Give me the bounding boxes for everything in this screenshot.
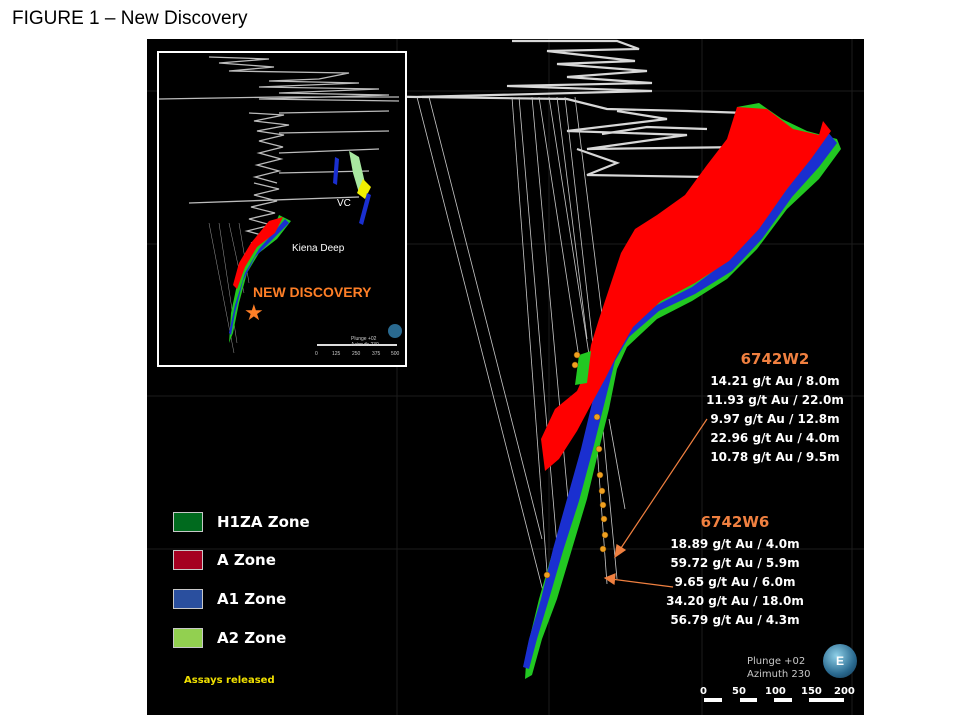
a-zone-green-patch bbox=[575, 351, 591, 385]
hole-name: 6742W2 bbox=[740, 350, 810, 368]
vc-zone-bodies bbox=[349, 151, 365, 193]
assay-line: 34.20 g/t Au / 18.0m bbox=[666, 594, 804, 608]
legend-label: A1 Zone bbox=[217, 590, 287, 608]
new-discovery-star-icon: ★ bbox=[244, 300, 264, 325]
assay-line: 11.93 g/t Au / 22.0m bbox=[706, 393, 844, 407]
assay-line: 14.21 g/t Au / 8.0m bbox=[710, 374, 840, 388]
a-zone-body bbox=[541, 107, 831, 471]
assay-line: 59.72 g/t Au / 5.9m bbox=[670, 556, 800, 570]
legend-swatch bbox=[173, 589, 203, 609]
legend-label: H1ZA Zone bbox=[217, 513, 310, 531]
inset-orientation-azimuth: Azimuth 230 bbox=[351, 342, 379, 348]
inset-scale-tick: 375 bbox=[372, 351, 381, 357]
hole-6742w2-callout: 6742W2 14.21 g/t Au / 8.0m 11.93 g/t Au … bbox=[695, 350, 855, 467]
inset-label-kiena-deep: Kiena Deep bbox=[292, 243, 345, 254]
assay-line: 18.89 g/t Au / 4.0m bbox=[670, 537, 800, 551]
scale-bar bbox=[704, 698, 844, 702]
hole-6742w6-callout: 6742W6 18.89 g/t Au / 4.0m 59.72 g/t Au … bbox=[655, 513, 815, 630]
assay-line: 9.97 g/t Au / 12.8m bbox=[710, 412, 840, 426]
inset-orientation: Plunge +02 Azimuth 230 bbox=[351, 336, 379, 348]
inset-label-vc: VC bbox=[337, 198, 351, 209]
inset-zone-bodies bbox=[229, 215, 291, 343]
inset-scale-tick: 125 bbox=[332, 351, 341, 357]
assay-line: 56.79 g/t Au / 4.3m bbox=[670, 613, 800, 627]
scale-tick-label: 50 bbox=[732, 686, 746, 697]
callout-arrows bbox=[603, 418, 708, 588]
geology-3d-view: VC Kiena Deep NEW DISCOVERY ★ Plunge +02… bbox=[147, 39, 864, 715]
inset-scale-bar bbox=[317, 344, 397, 346]
view-orientation: Plunge +02 Azimuth 230 bbox=[747, 655, 810, 681]
inset-orientation-plunge: Plunge +02 bbox=[351, 336, 377, 342]
geology-model-drawing bbox=[147, 39, 864, 715]
legend-label: A2 Zone bbox=[217, 629, 287, 647]
location-inset: VC Kiena Deep NEW DISCOVERY ★ Plunge +02… bbox=[157, 51, 407, 367]
inset-mine-workings bbox=[159, 56, 400, 244]
assay-line: 10.78 g/t Au / 9.5m bbox=[710, 450, 840, 464]
compass-icon: E bbox=[823, 644, 857, 678]
scale-tick-label: 150 bbox=[801, 686, 822, 697]
inset-drawing bbox=[159, 56, 402, 354]
new-discovery-label: NEW DISCOVERY bbox=[253, 284, 372, 300]
inset-scale-tick: 250 bbox=[352, 351, 361, 357]
legend-label: A Zone bbox=[217, 551, 276, 569]
scale-tick-label: 0 bbox=[700, 686, 707, 697]
assays-released-note: Assays released bbox=[184, 675, 275, 686]
inset-scale-tick: 500 bbox=[391, 351, 400, 357]
orientation-azimuth: Azimuth 230 bbox=[747, 669, 811, 680]
assay-line: 22.96 g/t Au / 4.0m bbox=[710, 431, 840, 445]
scale-tick-label: 200 bbox=[834, 686, 855, 697]
legend-swatch bbox=[173, 628, 203, 648]
scale-tick-label: 100 bbox=[765, 686, 786, 697]
inset-scale-tick: 0 bbox=[315, 351, 318, 357]
hole-name: 6742W6 bbox=[700, 513, 770, 531]
figure-title: FIGURE 1 – New Discovery bbox=[12, 8, 248, 29]
legend-swatch bbox=[173, 512, 203, 532]
assay-line: 9.65 g/t Au / 6.0m bbox=[674, 575, 796, 589]
assay-markers bbox=[543, 351, 609, 579]
inset-compass-icon bbox=[388, 324, 402, 338]
legend-swatch bbox=[173, 550, 203, 570]
orientation-plunge: Plunge +02 bbox=[747, 656, 806, 667]
